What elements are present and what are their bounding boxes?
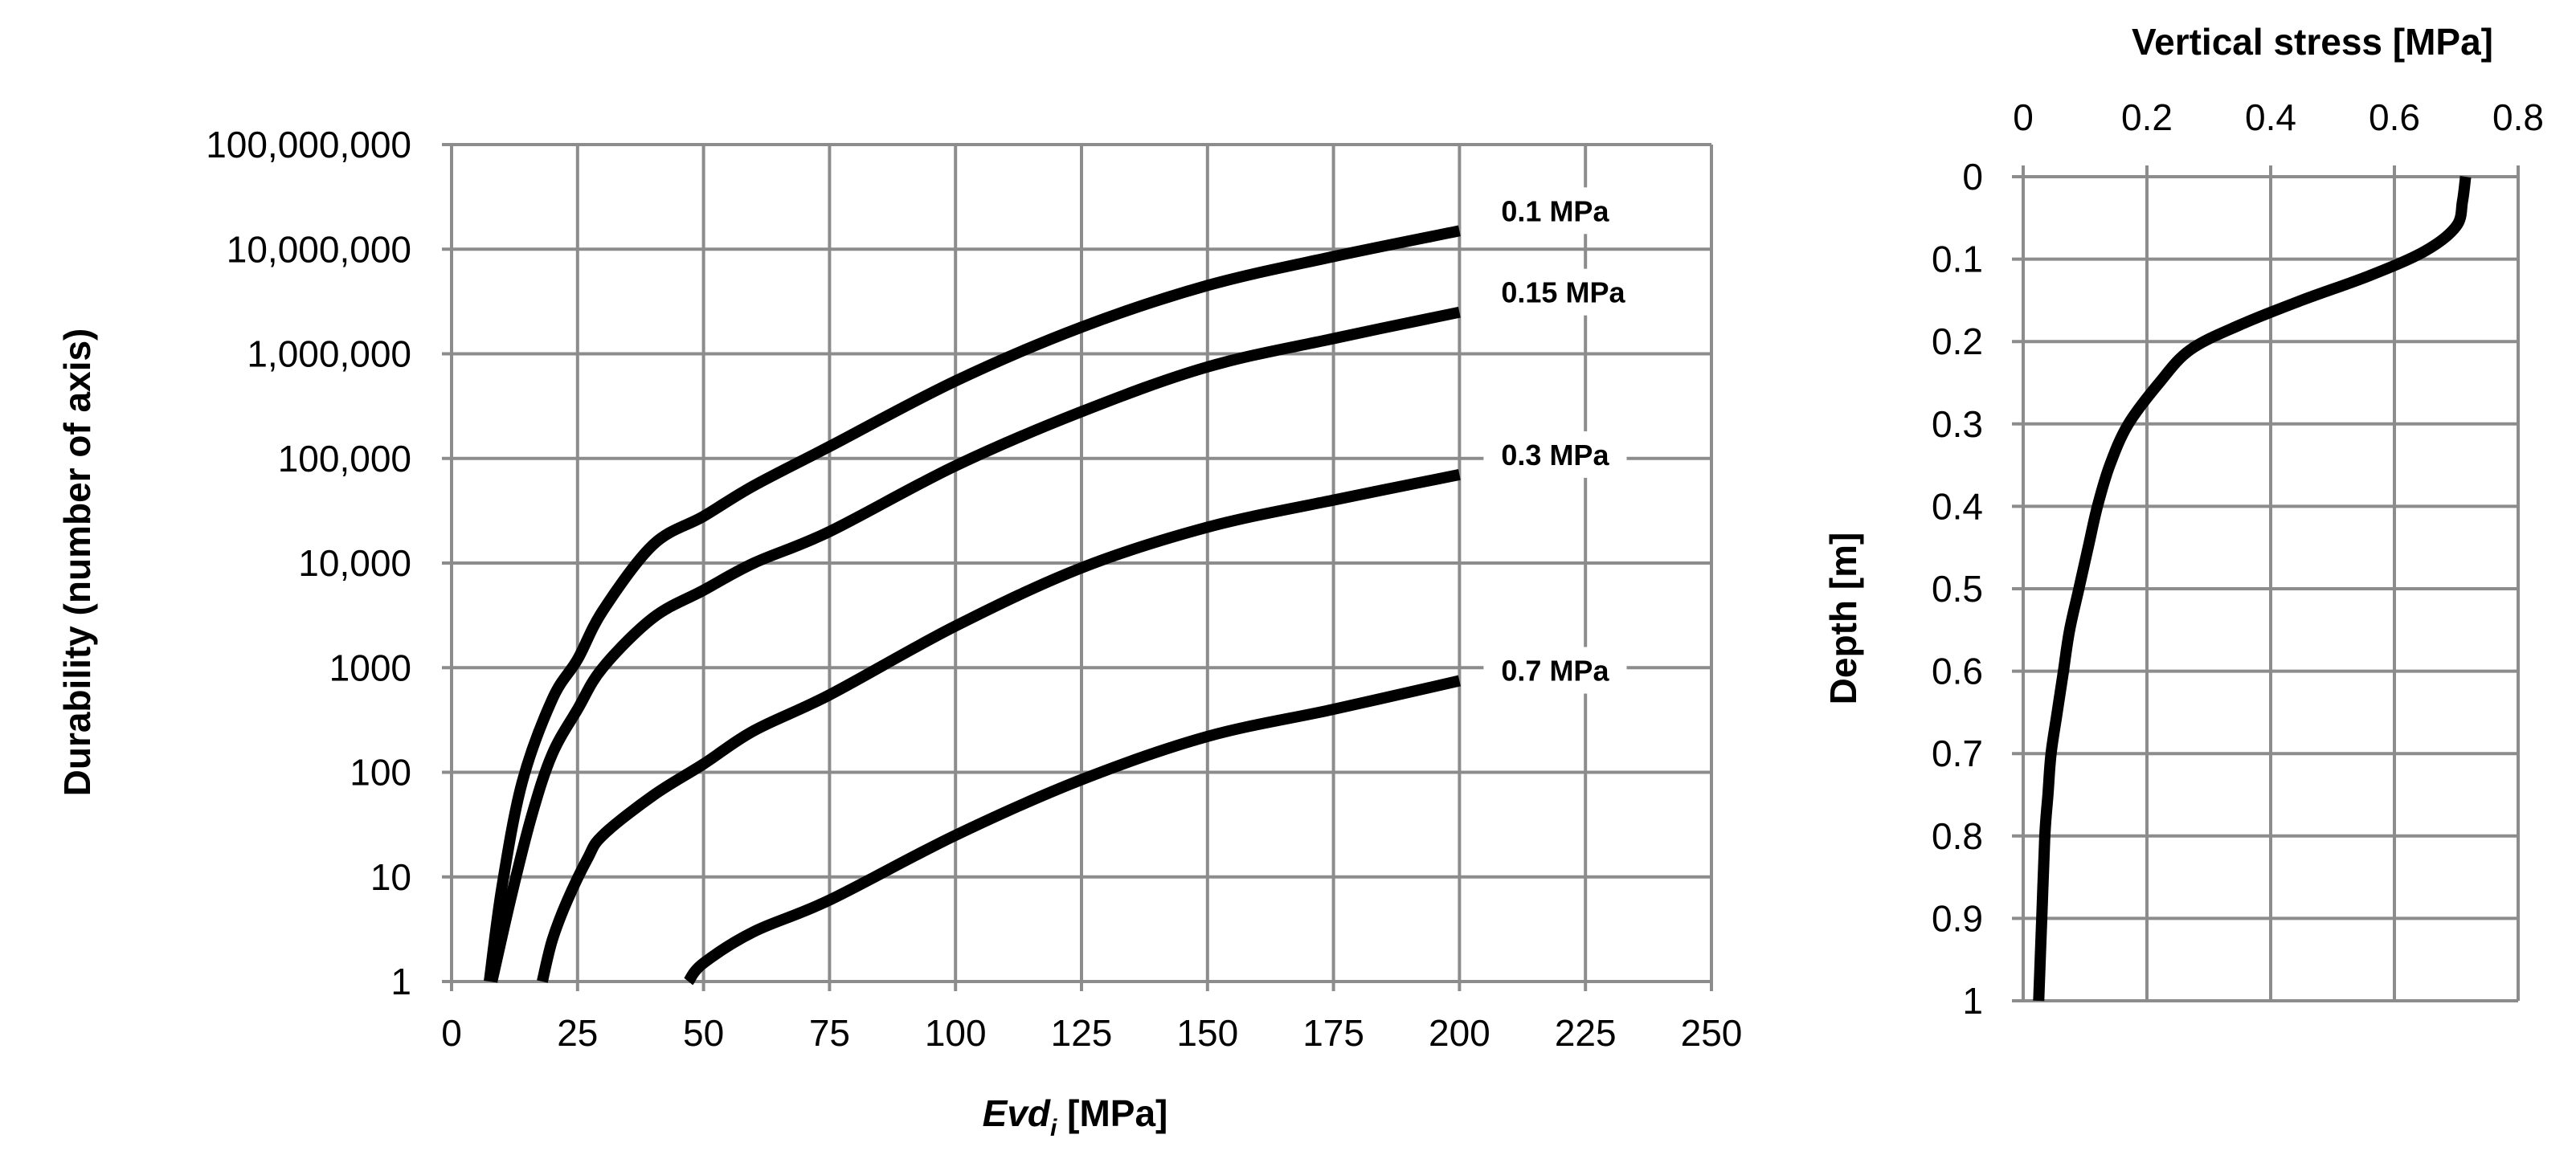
durability-x-tick-label: 25 [557,1012,598,1054]
series-label-background [1483,647,1627,694]
durability-y-tick-label: 10,000,000 [227,228,411,270]
depth-y-tick-label: 0 [1962,156,1983,198]
depth-y-tick-label: 0.8 [1932,815,1983,857]
durability-y-ticks: 1 10 100 1000 10,000 100,000 1,000,000 10,000,0… [206,124,411,1002]
stress-x-tick-label: 0.2 [2121,96,2173,138]
stress-profile-chart: 0 0.2 0.4 0.6 0.8 00.10.20.30.40.50.60.70.80… [1822,21,2544,1022]
durability-y-tick-label: 1,000,000 [247,333,411,375]
depth-axis-title: Depth [m] [1822,533,1864,705]
durability-x-tick-label: 125 [1051,1012,1113,1054]
durability-y-tick-label: 100,000 [278,438,411,480]
durability-x-tick-label: 150 [1176,1012,1238,1054]
series-label-background [1483,431,1627,478]
durability-y-tick-label: 100,000,000 [206,124,411,165]
durability-x-ticks: 0 25 50 75 100 125 150 175 200 225 250 [441,1012,1742,1054]
depth-y-tick-label: 0.4 [1932,485,1983,527]
durability-series-labels: 0.1 MPa 0.15 MPa 0.3 MPa 0.7 MPa [1483,187,1643,694]
durability-curves [484,225,1461,986]
stress-curves [2033,176,2472,1002]
depth-y-tick-label: 1 [1962,980,1983,1022]
durability-x-axis-title-sub: i [1050,1115,1057,1141]
durability-series-label: 0.7 MPa [1501,655,1609,688]
series-label-background [1483,187,1627,235]
durability-x-tick-label: 200 [1429,1012,1490,1054]
depth-y-tick-label: 0.5 [1932,568,1983,610]
depth-y-tick-label: 0.6 [1932,651,1983,692]
stress-x-tick-label: 0 [2013,96,2034,138]
depth-y-tick-label: 0.9 [1932,897,1983,939]
durability-x-tick-label: 100 [925,1012,987,1054]
stress-grid [2012,165,2520,1002]
durability-y-tick-label: 1000 [329,647,411,688]
durability-x-tick-label: 250 [1681,1012,1743,1054]
stress-x-tick-label: 0.4 [2245,96,2296,138]
series-label-background [1483,268,1643,316]
stress-x-tick-label: 0.6 [2369,96,2420,138]
durability-series-line [537,469,1461,983]
depth-y-tick-label: 0.7 [1932,733,1983,774]
stress-x-ticks: 0 0.2 0.4 0.6 0.8 [2013,96,2544,138]
durability-y-tick-label: 1 [390,961,411,1002]
durability-x-tick-label: 0 [441,1012,462,1054]
durability-x-axis-title-unit: [MPa] [1057,1092,1167,1134]
durability-x-axis-title-main: Evd [983,1092,1051,1134]
stress-x-tick-label: 0.8 [2492,96,2544,138]
stress-profile-line [2033,176,2472,1002]
durability-grid [442,143,1713,991]
durability-chart: 0 25 50 75 100 125 150 175 200 225 250 11010010001… [56,124,1742,1141]
durability-x-tick-label: 175 [1302,1012,1364,1054]
durability-y-tick-label: 10 [370,856,411,898]
durability-y-axis-title: Durability (number of axis) [56,329,98,797]
depth-y-tick-label: 0.1 [1932,239,1983,280]
stress-chart-title: Vertical stress [MPa] [2132,21,2493,63]
durability-x-tick-label: 75 [809,1012,850,1054]
durability-series-line [486,306,1461,983]
depth-y-tick-label: 0.3 [1932,403,1983,445]
durability-x-axis-title: Evdi [MPa] [983,1092,1168,1141]
durability-series-label: 0.1 MPa [1501,194,1609,227]
stress-y-ticks: 0 0.1 0.2 0.3 0.4 0.5 0.6 0.7 0.8 0.9 1 [1932,156,1983,1022]
durability-series-line [484,225,1461,982]
depth-y-tick-label: 0.2 [1932,320,1983,362]
durability-x-tick-label: 225 [1555,1012,1617,1054]
durability-y-tick-label: 10,000 [298,542,411,584]
durability-series-line [684,675,1461,986]
durability-series-label: 0.15 MPa [1501,276,1625,309]
durability-series-label: 0.3 MPa [1501,439,1609,471]
durability-x-tick-label: 50 [683,1012,724,1054]
durability-y-tick-label: 100 [350,752,411,794]
